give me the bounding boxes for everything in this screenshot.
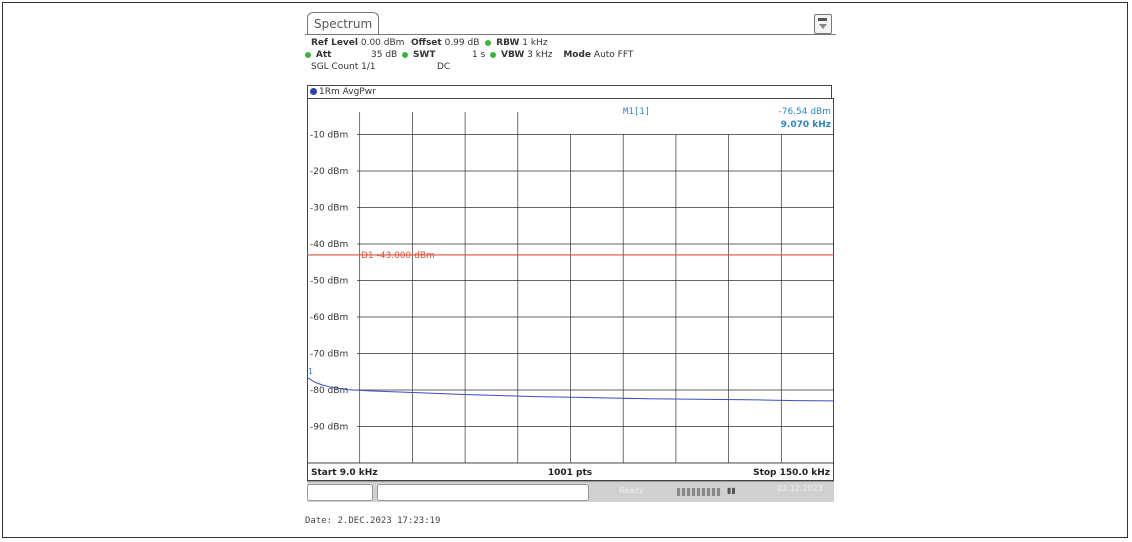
y-tick-label: -60 dBm	[310, 313, 348, 323]
vbw-value: 3 kHz	[527, 50, 553, 60]
config-bar-glyph	[818, 18, 827, 21]
rbw-label: RBW	[496, 38, 520, 48]
ref-level-label: Ref Level	[311, 38, 358, 48]
progress-meter	[677, 488, 721, 496]
y-tick-label: -50 dBm	[310, 277, 348, 287]
swt-label: SWT	[412, 50, 436, 60]
capture-date: Date: 2.DEC.2023 17:23:19	[305, 516, 441, 526]
marker-index-label: 1	[308, 367, 313, 376]
y-tick-label: -90 dBm	[310, 423, 348, 433]
plot-grid	[357, 112, 834, 463]
stop-frequency: Stop 150.0 kHz	[753, 468, 830, 478]
softkey-bar: Ready ▮▮ 02.12.2023	[307, 481, 834, 502]
spectrum-plot[interactable]: -10 dBm -20 dBm -30 dBm -40 dBm -50 dBm -60 d…	[307, 98, 834, 481]
att-value: 35 dB	[371, 50, 398, 60]
sgl-count: SGL Count 1/1	[311, 62, 376, 72]
display-line-label: D1 -43.000 dBm	[361, 251, 435, 261]
trace-1-line	[307, 376, 834, 402]
trace-label: 1Rm AvgPwr	[319, 87, 376, 97]
spectrum-analyzer-window: Spectrum Ref Level 0.00 dBm Offset 0.99 …	[305, 8, 836, 503]
marker-level: -76.54 dBm	[778, 107, 831, 117]
rbw-value: 1 kHz	[522, 38, 548, 48]
vbw-label: VBW	[501, 50, 525, 60]
softkey-2[interactable]	[377, 484, 589, 501]
start-frequency: Start 9.0 kHz	[311, 468, 378, 478]
y-tick-labels: -10 dBm -20 dBm -30 dBm -40 dBm -50 dBm -60 d…	[310, 131, 348, 433]
mode-value: Auto FFT	[593, 50, 634, 60]
swt-value: 1 s	[472, 50, 486, 60]
trace-indicator-icon	[310, 88, 317, 95]
mode-label: Mode	[563, 50, 592, 60]
dropdown-triangle-icon	[819, 24, 827, 29]
vbw-status-icon	[490, 51, 497, 58]
y-tick-label: -30 dBm	[310, 204, 348, 214]
tab-divider	[305, 34, 836, 35]
marker-frequency: 9.070 kHz	[781, 120, 831, 130]
rbw-status-icon	[485, 39, 492, 46]
y-tick-label: -10 dBm	[310, 131, 348, 141]
softkey-1[interactable]	[307, 484, 373, 501]
ref-level-value: 0.00 dBm	[360, 38, 405, 48]
lxi-icon: ▮▮	[727, 486, 736, 495]
trace-header: 1Rm AvgPwr	[307, 85, 832, 98]
att-label: Att	[315, 50, 332, 60]
input-coupling: DC	[437, 62, 451, 72]
offset-label: Offset	[411, 38, 442, 48]
sweep-points: 1001 pts	[548, 468, 592, 478]
att-status-icon	[305, 51, 311, 58]
marker-label: M1[1]	[623, 107, 650, 117]
y-tick-label: -20 dBm	[310, 167, 348, 177]
swt-status-icon	[402, 51, 409, 58]
y-tick-label: -80 dBm	[310, 386, 348, 396]
display-config-icon[interactable]	[814, 14, 832, 34]
status-datetime: 02.12.2023	[777, 484, 823, 493]
y-tick-label: -70 dBm	[310, 350, 348, 360]
offset-value: 0.99 dB	[444, 38, 480, 48]
tab-spectrum[interactable]: Spectrum	[307, 12, 379, 34]
y-tick-label: -40 dBm	[310, 240, 348, 250]
status-ready: Ready	[619, 486, 644, 495]
